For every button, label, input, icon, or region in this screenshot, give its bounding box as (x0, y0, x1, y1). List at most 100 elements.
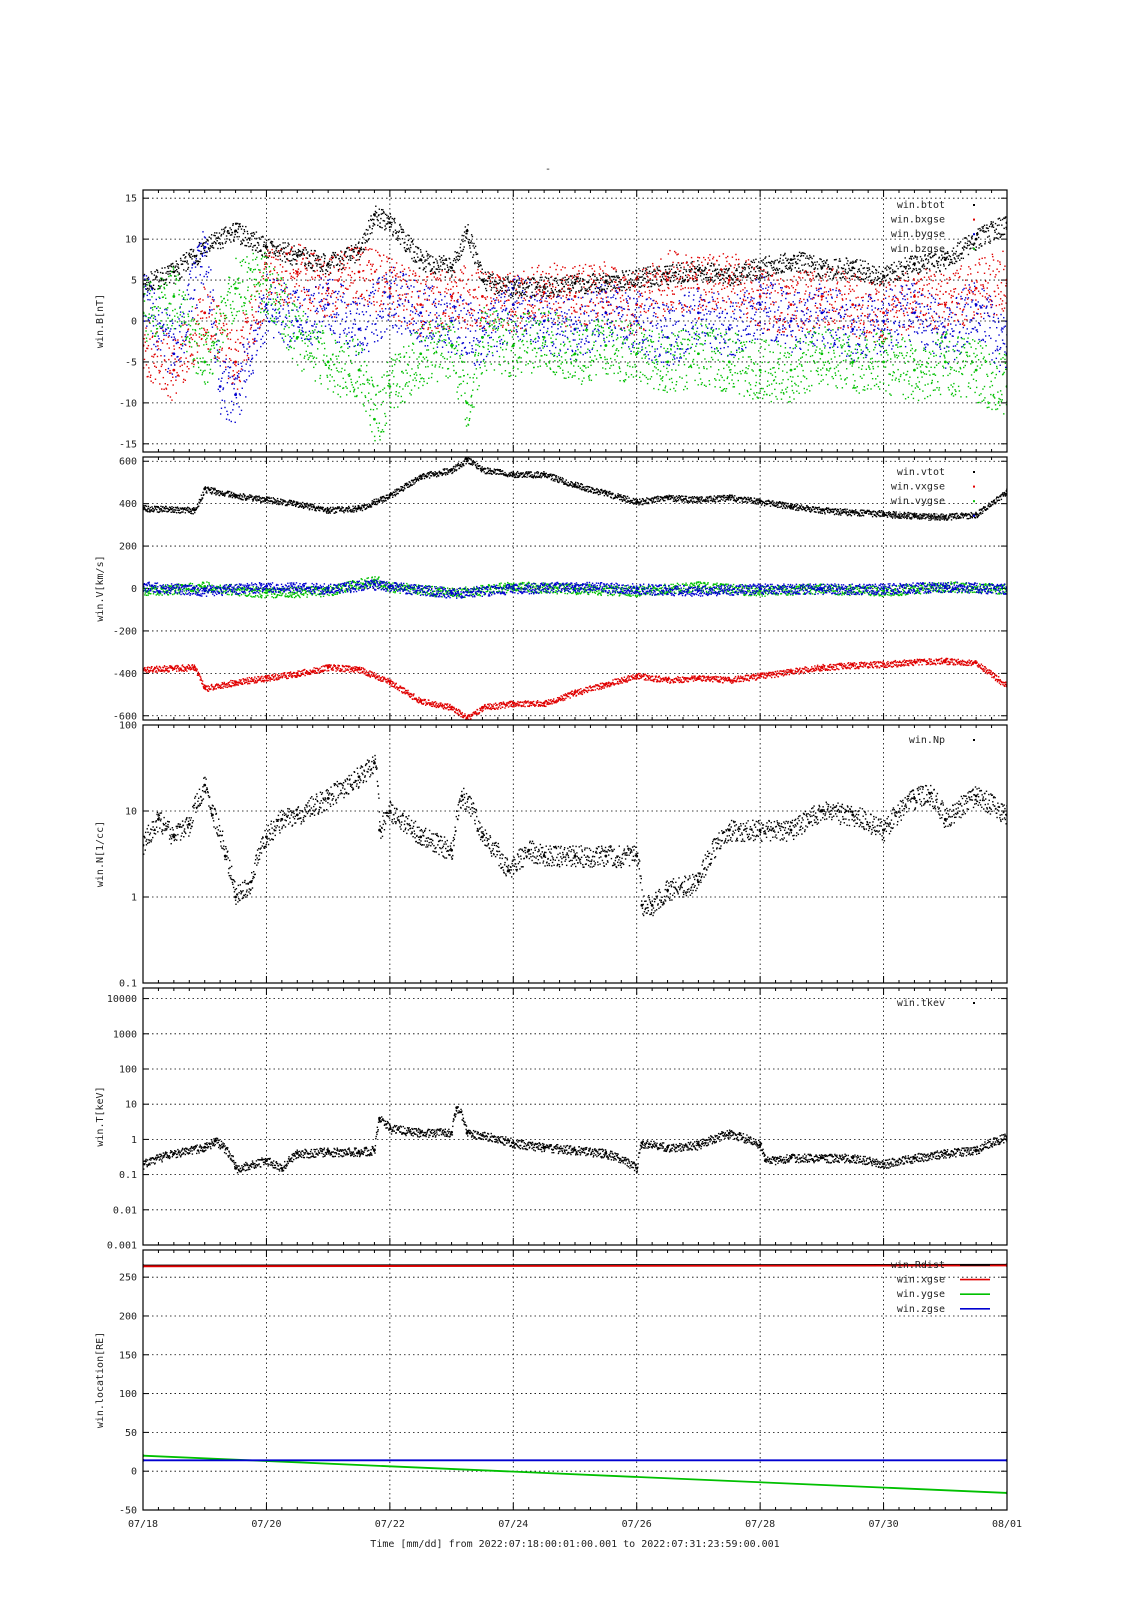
data-point (279, 255, 281, 257)
data-point (793, 318, 796, 320)
data-point (375, 310, 377, 313)
data-point (258, 327, 261, 330)
data-point (403, 242, 405, 244)
data-point (255, 231, 258, 233)
data-point (334, 255, 336, 257)
data-point (504, 289, 507, 292)
data-point (155, 366, 157, 369)
data-point (205, 255, 208, 257)
data-point (376, 283, 379, 285)
data-point (706, 263, 709, 265)
data-point (933, 265, 936, 268)
data-point (598, 292, 600, 295)
data-point (513, 286, 515, 288)
data-point (424, 298, 426, 301)
data-point (229, 376, 231, 379)
data-point (170, 355, 173, 357)
data-point (412, 273, 414, 275)
data-point (673, 293, 675, 295)
data-point (735, 258, 738, 261)
data-point (893, 294, 896, 297)
data-point (406, 286, 409, 288)
data-point (152, 382, 154, 384)
data-point (796, 255, 798, 257)
data-point (948, 293, 950, 295)
data-point (361, 252, 364, 254)
data-point (509, 282, 511, 284)
data-point (712, 263, 715, 265)
data-point (339, 261, 341, 263)
data-point (849, 262, 851, 265)
data-point (276, 272, 278, 274)
data-point (391, 217, 393, 220)
data-point (701, 270, 703, 272)
data-point (895, 311, 897, 314)
data-point (961, 314, 963, 316)
data-point (681, 311, 683, 313)
data-point (801, 264, 803, 266)
data-point (249, 360, 252, 363)
data-point (835, 276, 837, 279)
data-point (176, 356, 178, 358)
data-point (265, 314, 267, 316)
data-point (571, 312, 573, 315)
data-point (402, 278, 404, 281)
data-point (353, 257, 355, 259)
data-point (967, 289, 970, 292)
data-point (281, 298, 284, 301)
data-point (513, 281, 516, 284)
data-point (688, 306, 691, 308)
data-point (450, 288, 452, 290)
data-point (894, 279, 896, 281)
y-tick-label: -5 (125, 357, 137, 368)
data-point (922, 313, 924, 316)
data-point (312, 253, 315, 255)
data-point (706, 276, 708, 279)
data-point (160, 355, 162, 357)
data-point (179, 358, 181, 360)
data-point (850, 326, 852, 328)
data-point (258, 244, 260, 246)
data-point (556, 282, 558, 284)
data-point (485, 287, 487, 290)
data-point (919, 271, 921, 273)
data-point (808, 318, 810, 321)
data-point (261, 307, 264, 310)
data-point (184, 335, 187, 338)
data-point (258, 305, 260, 307)
data-point (896, 316, 899, 318)
data-point (666, 265, 669, 268)
data-point (688, 269, 690, 271)
data-point (710, 278, 712, 280)
data-point (157, 348, 160, 350)
data-point (293, 245, 295, 247)
data-point (153, 274, 156, 276)
data-point (988, 268, 990, 270)
data-point (539, 290, 541, 293)
data-point (690, 267, 693, 270)
data-point (181, 276, 183, 278)
data-point (217, 247, 219, 250)
data-point (265, 242, 267, 244)
data-point (554, 277, 556, 280)
data-point (784, 252, 786, 255)
data-point (172, 352, 176, 356)
data-point (278, 252, 281, 255)
data-point (801, 320, 803, 323)
data-point (968, 266, 970, 268)
data-point (992, 259, 995, 261)
data-point (546, 286, 549, 288)
data-point (833, 276, 835, 278)
data-point (574, 311, 577, 313)
data-point (927, 259, 930, 261)
data-point (684, 304, 686, 307)
data-point (374, 215, 376, 217)
data-point (300, 290, 303, 292)
data-point (544, 315, 547, 318)
data-point (321, 268, 323, 271)
data-point (166, 332, 168, 335)
data-point (145, 283, 147, 286)
data-point (972, 244, 975, 246)
data-point (922, 314, 925, 317)
data-point (441, 322, 444, 324)
